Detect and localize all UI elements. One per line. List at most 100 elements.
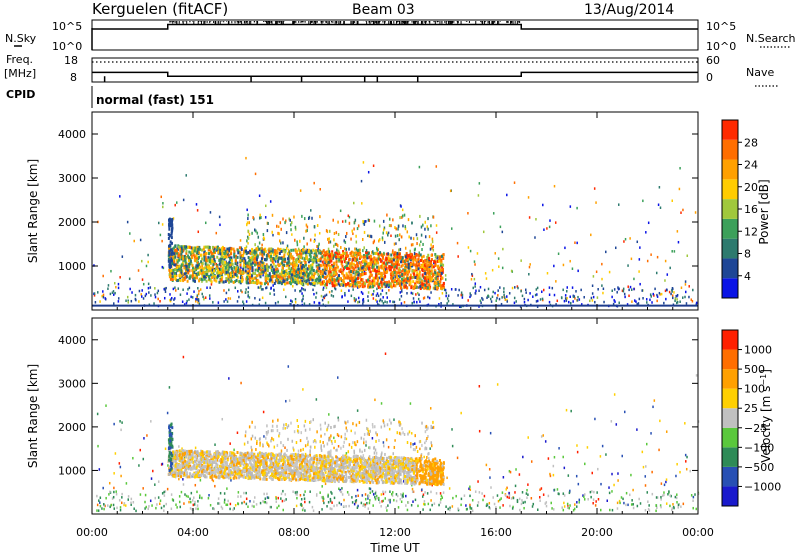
data-cell [281, 268, 284, 272]
data-cell [655, 271, 658, 275]
data-cell [184, 256, 187, 260]
data-cell [378, 299, 381, 303]
data-cell [284, 277, 287, 281]
data-cell [392, 249, 394, 253]
data-cell [446, 476, 448, 480]
data-cell [573, 295, 576, 298]
data-cell [375, 246, 378, 250]
data-cell [312, 288, 314, 292]
data-cell [438, 259, 441, 263]
data-cell [332, 218, 334, 222]
data-cell [287, 248, 290, 252]
data-cell [428, 260, 431, 264]
data-cell [206, 263, 209, 267]
data-cell [666, 288, 668, 292]
data-cell [305, 274, 308, 278]
data-cell [636, 428, 638, 431]
data-cell [332, 295, 335, 298]
data-cell [296, 250, 298, 254]
data-cell [525, 288, 527, 292]
data-cell [305, 272, 308, 276]
data-cell [418, 293, 420, 297]
data-cell [182, 483, 185, 486]
data-cell [261, 263, 264, 267]
data-cell [247, 286, 250, 289]
data-cell [204, 255, 207, 259]
data-cell [340, 262, 343, 266]
data-cell [317, 263, 320, 267]
data-cell [379, 276, 382, 280]
data-cell [409, 252, 412, 256]
data-cell [126, 220, 129, 224]
data-cell [557, 492, 560, 495]
data-cell [121, 492, 123, 496]
data-cell [254, 172, 257, 176]
data-cell [411, 269, 414, 273]
data-cell [329, 240, 332, 244]
data-cell [313, 259, 316, 263]
data-cell [174, 244, 177, 248]
data-cell [426, 492, 429, 495]
data-cell [335, 268, 338, 272]
data-cell [395, 266, 398, 270]
data-cell [395, 493, 398, 496]
data-cell [277, 281, 280, 285]
data-cell [378, 501, 381, 504]
data-cell [422, 493, 425, 496]
data-cell [318, 266, 321, 270]
data-cell [353, 299, 356, 302]
data-cell [175, 258, 178, 262]
data-cell [334, 282, 337, 286]
data-cell [180, 252, 183, 256]
data-cell [176, 265, 179, 269]
data-cell [252, 271, 255, 275]
data-cell [317, 269, 320, 273]
data-cell [223, 251, 226, 255]
data-cell [195, 203, 198, 206]
data-cell [213, 248, 216, 252]
data-cell [259, 260, 262, 264]
data-cell [374, 276, 377, 280]
data-cell [372, 269, 375, 273]
data-cell [393, 242, 396, 246]
data-cell [584, 462, 586, 466]
data-cell [424, 441, 426, 445]
data-cell [172, 269, 175, 273]
data-cell [671, 294, 674, 297]
data-cell [205, 258, 208, 262]
data-cell [208, 264, 211, 268]
data-cell [376, 282, 379, 286]
data-cell [229, 263, 232, 267]
data-cell [200, 253, 203, 257]
data-cell [317, 273, 320, 277]
data-cell [243, 491, 245, 495]
data-cell [406, 256, 409, 260]
data-cell [179, 278, 182, 282]
data-cell [299, 261, 302, 265]
data-cell [336, 252, 339, 256]
data-cell [335, 449, 337, 452]
data-cell [381, 299, 383, 303]
data-cell [362, 255, 365, 259]
data-cell [672, 503, 674, 506]
data-cell [110, 269, 112, 273]
data-cell [409, 249, 411, 253]
data-cell [167, 236, 170, 240]
data-cell [340, 278, 343, 282]
data-cell [397, 258, 400, 262]
data-cell [337, 416, 339, 420]
data-cell [251, 261, 254, 265]
data-cell [680, 211, 682, 214]
data-cell [138, 289, 141, 293]
data-cell [262, 232, 265, 236]
data-cell [310, 249, 313, 253]
data-cell [184, 493, 186, 496]
data-cell [361, 494, 364, 497]
data-cell [385, 258, 388, 262]
data-cell [262, 410, 265, 414]
colorbar-cell [722, 179, 738, 200]
data-cell [251, 257, 254, 261]
data-cell [374, 262, 377, 266]
data-cell [324, 254, 327, 258]
data-cell [420, 240, 422, 243]
